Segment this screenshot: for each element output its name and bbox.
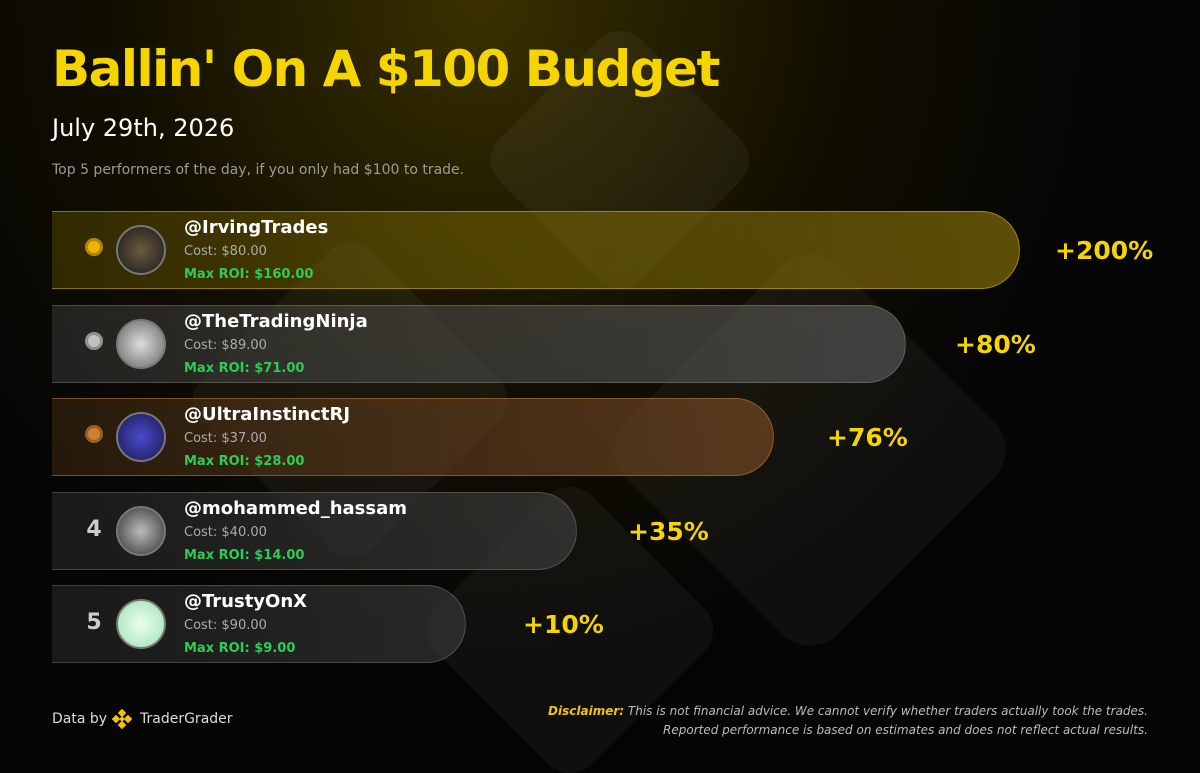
- cost: Cost: $89.00: [184, 338, 267, 353]
- cost: Cost: $37.00: [184, 431, 267, 446]
- max-roi: Max ROI: $28.00: [184, 454, 305, 469]
- date: July 29th, 2026: [52, 114, 235, 142]
- cost: Cost: $80.00: [184, 244, 267, 259]
- cost: Cost: $40.00: [184, 525, 267, 540]
- avatar: [116, 506, 166, 556]
- data-by: Data by: [52, 711, 108, 727]
- disclaimer-label: Disclaimer:: [548, 704, 625, 718]
- medal-icon: [85, 332, 103, 350]
- medal-icon: [85, 238, 103, 256]
- handle: @TheTradingNinja: [184, 311, 368, 332]
- title: Ballin' On A $100 Budget: [52, 40, 720, 98]
- max-roi: Max ROI: $9.00: [184, 641, 296, 656]
- roi: +80%: [955, 330, 1036, 359]
- roi: +76%: [827, 423, 908, 452]
- subtitle: Top 5 performers of the day, if you only…: [52, 162, 465, 178]
- roi: +35%: [628, 517, 709, 546]
- avatar: [116, 599, 166, 649]
- row-bar: [52, 398, 774, 476]
- cost: Cost: $90.00: [184, 618, 267, 633]
- roi: +200%: [1055, 236, 1154, 265]
- row-bar: [52, 305, 906, 383]
- avatar: [116, 412, 166, 462]
- disclaimer-text: This is not financial advice. We cannot …: [627, 704, 1148, 718]
- disclaimer: Disclaimer: This is not financial advice…: [548, 702, 1148, 740]
- max-roi: Max ROI: $160.00: [184, 267, 314, 282]
- roi: +10%: [523, 610, 604, 639]
- medal-icon: [85, 425, 103, 443]
- brand: TraderGrader: [140, 711, 233, 727]
- handle: @IrvingTrades: [184, 217, 329, 238]
- handle: @UltraInstinctRJ: [184, 404, 351, 425]
- avatar: [116, 225, 166, 275]
- max-roi: Max ROI: $71.00: [184, 361, 305, 376]
- handle: @TrustyOnX: [184, 591, 308, 612]
- disclaimer-text: Reported performance is based on estimat…: [663, 723, 1148, 737]
- row-bar: [52, 211, 1020, 289]
- rank: 5: [86, 610, 102, 635]
- brand-logo: [112, 709, 132, 729]
- avatar: [116, 319, 166, 369]
- rank: 4: [86, 517, 102, 542]
- handle: @mohammed_hassam: [184, 498, 407, 519]
- max-roi: Max ROI: $14.00: [184, 548, 305, 563]
